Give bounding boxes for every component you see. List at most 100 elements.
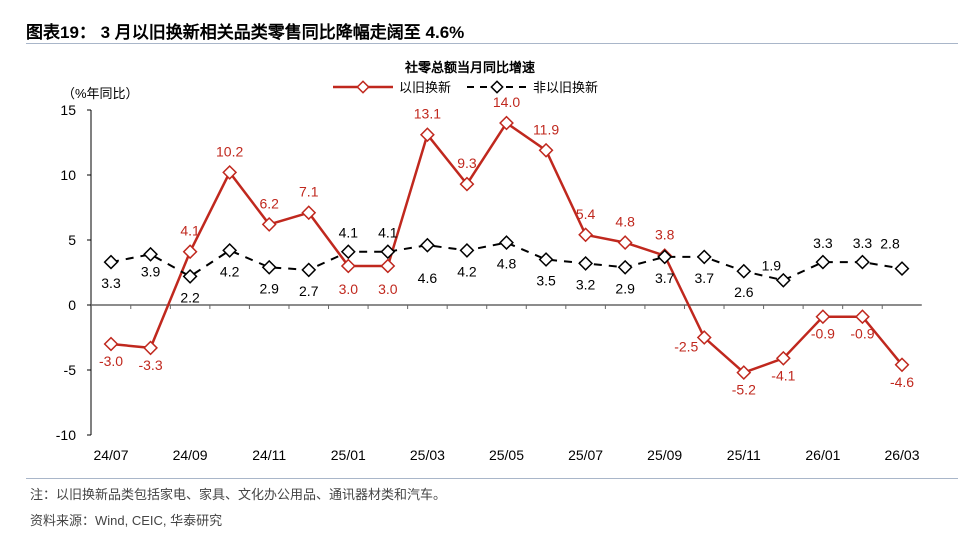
data-point-red — [736, 365, 752, 381]
data-point-black — [894, 261, 910, 277]
data-label: -4.6 — [890, 374, 914, 390]
data-point-black — [419, 237, 435, 253]
data-label: 3.3 — [853, 235, 873, 251]
data-label: -3.3 — [138, 357, 162, 373]
y-axis-label: （%年同比） — [62, 86, 139, 101]
data-label: 4.6 — [418, 270, 438, 286]
data-point-red — [380, 258, 396, 274]
x-tick-label: 25/03 — [410, 447, 445, 463]
data-label: 13.1 — [414, 106, 441, 122]
data-point-black — [815, 254, 831, 270]
data-label: 2.6 — [734, 284, 754, 300]
series-line-1 — [110, 241, 903, 282]
data-point-red — [538, 142, 554, 158]
data-label: 2.7 — [299, 283, 319, 299]
data-point-black — [696, 249, 712, 265]
data-point-black — [578, 255, 594, 271]
data-label: -0.9 — [850, 326, 874, 342]
data-label: -2.5 — [674, 339, 698, 355]
data-point-red — [696, 330, 712, 345]
data-point-black — [538, 252, 554, 267]
data-label: 3.0 — [378, 281, 398, 297]
data-point-red — [222, 164, 238, 180]
data-label: 4.1 — [378, 225, 398, 241]
data-point-black — [736, 263, 752, 279]
data-label: 11.9 — [533, 121, 559, 137]
data-point-red — [578, 227, 594, 243]
data-label: 3.2 — [576, 276, 596, 292]
data-label: 3.3 — [813, 235, 833, 251]
data-point-black — [182, 268, 198, 284]
data-point-red — [617, 235, 633, 251]
footer-divider — [26, 478, 958, 479]
data-label: 3.7 — [655, 270, 675, 286]
data-point-red — [419, 127, 435, 143]
y-tick-label: 10 — [60, 167, 76, 183]
y-tick-label: 0 — [68, 297, 76, 313]
data-label: 4.8 — [497, 256, 517, 272]
data-point-red — [815, 309, 831, 325]
chart-title: 社零总额当月同比增速 — [404, 60, 535, 75]
data-point-black — [340, 244, 356, 260]
x-tick-label: 25/05 — [489, 447, 524, 463]
y-tick-label: 15 — [60, 102, 76, 118]
data-label: 5.4 — [576, 206, 596, 222]
y-tick-label: 5 — [68, 232, 76, 248]
x-tick-label: 24/11 — [252, 447, 286, 463]
data-label: 4.1 — [339, 225, 359, 241]
data-label: 2.9 — [259, 280, 279, 296]
title-divider — [26, 43, 958, 44]
chart-source: 资料来源：Wind, CEIC, 华泰研究 — [30, 513, 223, 528]
data-point-black — [380, 244, 396, 260]
data-point-black — [499, 235, 514, 251]
data-point-black — [617, 259, 633, 275]
data-label: 4.2 — [457, 263, 477, 279]
data-point-red — [894, 357, 910, 373]
data-point-black — [459, 242, 475, 258]
data-label: -4.1 — [771, 367, 795, 383]
y-tick-label: -10 — [56, 427, 76, 443]
data-point-red — [143, 340, 158, 356]
data-label: 9.3 — [457, 155, 477, 171]
data-label: 3.7 — [695, 270, 715, 286]
data-point-black — [222, 242, 238, 258]
data-point-black — [301, 262, 317, 278]
x-tick-label: 26/01 — [805, 447, 840, 463]
data-point-black — [143, 246, 158, 262]
x-tick-label: 24/09 — [173, 447, 208, 463]
data-point-red — [499, 115, 514, 131]
data-label: 10.2 — [216, 143, 243, 159]
data-point-black — [657, 249, 673, 265]
data-point-red — [459, 176, 475, 192]
data-point-red — [340, 258, 356, 274]
data-point-black — [261, 259, 277, 275]
legend-label-0: 以旧换新 — [399, 80, 451, 95]
legend-marker-0 — [356, 80, 370, 94]
data-label: 4.8 — [615, 214, 635, 230]
legend-label-1: 非以旧换新 — [533, 80, 598, 95]
data-label: 3.9 — [141, 263, 161, 279]
data-label: 1.9 — [762, 257, 782, 273]
chart-note: 注：以旧换新品类包括家电、家具、文化办公用品、通讯器材类和汽车。 — [30, 487, 447, 502]
data-label: -3.0 — [99, 353, 123, 369]
data-point-black — [855, 254, 870, 270]
data-label: 2.9 — [615, 280, 635, 296]
data-label: 2.8 — [880, 236, 900, 252]
data-point-red — [855, 309, 870, 325]
line-chart: 社零总额当月同比增速 （%年同比） 以旧换新 非以旧换新 15 10 5 0 -5 -10 24/0… — [56, 60, 922, 463]
data-label: 4.2 — [220, 263, 240, 279]
data-label: -5.2 — [732, 382, 756, 398]
x-tick-label: 24/07 — [93, 447, 128, 463]
data-label: 3.5 — [536, 273, 556, 289]
data-label: 2.2 — [180, 289, 200, 305]
data-label: 14.0 — [493, 94, 520, 110]
data-label: 7.1 — [299, 184, 319, 200]
data-point-red — [103, 336, 119, 352]
x-tick-label: 25/01 — [331, 447, 366, 463]
figure-title: 图表19： 3 月以旧换新相关品类零售同比降幅走阔至 4.6% — [26, 23, 465, 42]
y-tick-label: -5 — [64, 362, 77, 378]
x-tick-label: 25/11 — [727, 447, 761, 463]
data-point-red — [775, 350, 791, 366]
data-label: 3.3 — [101, 275, 121, 291]
